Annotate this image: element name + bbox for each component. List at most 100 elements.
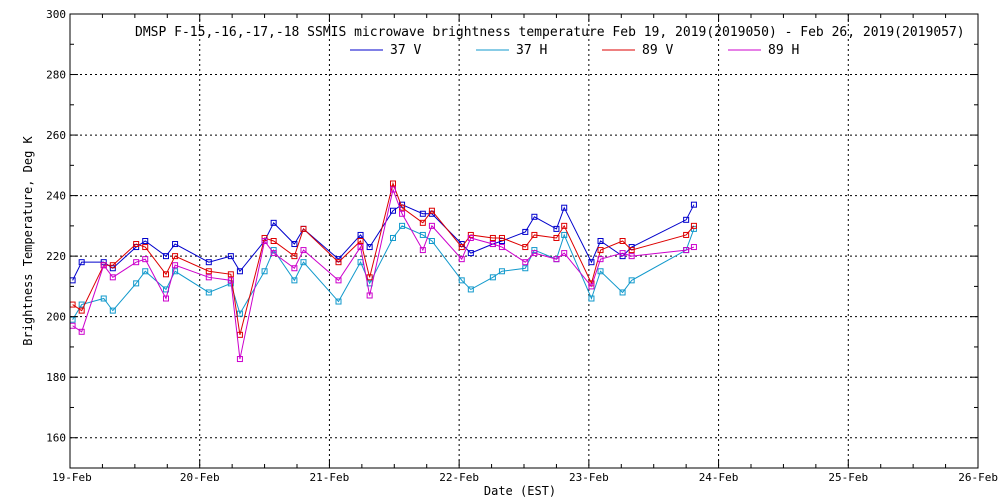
- data-point: [619, 250, 626, 257]
- data-point: [172, 253, 179, 260]
- data-point: [291, 253, 298, 260]
- data-point: [683, 247, 690, 254]
- data-point: [300, 259, 307, 266]
- data-point: [553, 225, 560, 232]
- data-point: [162, 295, 169, 302]
- data-point: [100, 295, 107, 302]
- data-point: [357, 238, 364, 244]
- data-point: [467, 250, 474, 257]
- y-tick-label: 280: [46, 69, 66, 82]
- data-point: [522, 265, 529, 272]
- data-point: [172, 262, 179, 269]
- data-point: [498, 244, 505, 251]
- data-point: [335, 259, 342, 266]
- data-point: [428, 238, 435, 244]
- data-point: [489, 234, 496, 241]
- data-point: [498, 234, 505, 241]
- data-point: [109, 307, 116, 314]
- data-point: [205, 268, 212, 275]
- data-point: [142, 268, 149, 275]
- data-point: [531, 250, 538, 257]
- ticks: 160 180 200 220 240 260 280 300 19-Feb 20-Feb 21-F…: [46, 8, 998, 484]
- data-point: [467, 234, 474, 241]
- y-tick-label: 160: [46, 432, 66, 445]
- data-point: [227, 277, 234, 284]
- data-point: [522, 259, 529, 266]
- data-point: [227, 253, 234, 260]
- y-axis-label: Brightness Temperature, Deg K: [21, 135, 35, 345]
- data-point: [261, 238, 268, 244]
- x-tick-label: 19-Feb: [52, 471, 92, 484]
- data-point: [205, 289, 212, 296]
- data-point: [467, 231, 474, 238]
- data-point: [690, 201, 697, 208]
- series-89-h: [69, 186, 697, 363]
- x-tick-label: 25-Feb: [828, 471, 868, 484]
- data-point: [467, 286, 474, 293]
- data-point: [300, 225, 307, 232]
- series-37-v: [69, 201, 697, 284]
- data-point: [683, 231, 690, 238]
- data-point: [389, 180, 396, 187]
- data-point: [109, 265, 116, 272]
- data-point: [300, 247, 307, 254]
- data-point: [100, 262, 107, 269]
- data-point: [172, 241, 179, 248]
- data-point: [419, 210, 426, 217]
- data-point: [142, 256, 149, 263]
- x-tick-label: 24-Feb: [699, 471, 739, 484]
- data-point: [162, 271, 169, 278]
- data-point: [109, 262, 116, 269]
- data-point: [172, 268, 179, 275]
- data-point: [522, 244, 529, 251]
- data-point: [588, 259, 595, 266]
- data-point: [498, 268, 505, 275]
- data-point: [133, 280, 140, 287]
- data-point: [531, 247, 538, 254]
- y-tick-label: 260: [46, 129, 66, 142]
- data-point: [531, 213, 538, 220]
- data-point: [588, 283, 595, 290]
- y-tick-label: 220: [46, 250, 66, 263]
- legend-item: 37 H: [476, 43, 547, 58]
- data-point: [428, 207, 435, 214]
- data-point: [522, 228, 529, 235]
- x-axis-label: Date (EST): [484, 484, 556, 498]
- data-point: [366, 274, 373, 281]
- legend-label: 37 H: [516, 43, 547, 58]
- series-group: [69, 180, 697, 363]
- data-point: [458, 256, 465, 263]
- series-89-v: [69, 180, 697, 338]
- data-point: [109, 274, 116, 281]
- data-point: [133, 259, 140, 266]
- grid: [70, 14, 978, 468]
- data-point: [628, 277, 635, 284]
- legend-label: 89 V: [642, 43, 673, 58]
- data-point: [389, 234, 396, 241]
- data-point: [78, 307, 85, 314]
- data-point: [628, 247, 635, 254]
- legend-item: 89 H: [728, 43, 799, 58]
- data-point: [561, 231, 568, 238]
- data-point: [270, 238, 277, 244]
- data-point: [366, 292, 373, 299]
- data-point: [628, 253, 635, 260]
- data-point: [227, 271, 234, 278]
- y-tick-label: 240: [46, 190, 66, 203]
- data-point: [597, 256, 604, 263]
- data-point: [561, 204, 568, 211]
- legend-item: 89 V: [602, 43, 673, 58]
- series-line: [72, 187, 695, 360]
- data-point: [531, 231, 538, 238]
- data-point: [553, 256, 560, 263]
- data-point: [291, 277, 298, 284]
- data-point: [133, 241, 140, 248]
- data-point: [335, 277, 342, 284]
- data-point: [399, 210, 406, 217]
- data-point: [142, 244, 149, 251]
- data-point: [489, 274, 496, 281]
- data-point: [78, 259, 85, 266]
- x-tick-label: 22-Feb: [439, 471, 479, 484]
- data-point: [458, 277, 465, 284]
